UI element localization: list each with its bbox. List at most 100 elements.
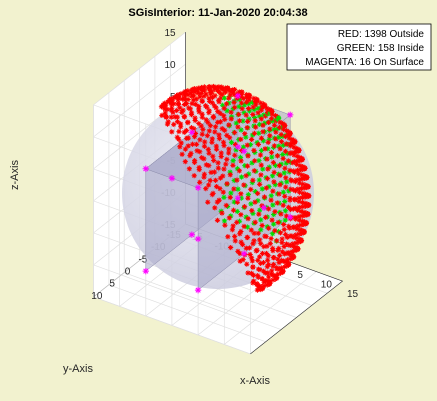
outside-point xyxy=(189,141,196,147)
outside-point xyxy=(249,136,255,143)
inside-point xyxy=(260,166,266,172)
outside-point xyxy=(211,157,217,164)
outside-point xyxy=(282,193,288,199)
on-surface-point xyxy=(188,129,196,136)
outside-point xyxy=(235,124,241,130)
outside-point xyxy=(221,113,227,119)
outside-point xyxy=(291,144,297,150)
inside-point xyxy=(246,101,252,107)
outside-point xyxy=(271,169,277,175)
inside-point xyxy=(238,127,244,133)
inside-point xyxy=(238,195,244,201)
outside-point xyxy=(290,253,296,259)
outside-point xyxy=(230,207,237,213)
outside-point xyxy=(253,124,259,130)
outside-point xyxy=(287,150,293,156)
outside-point xyxy=(262,146,268,152)
outside-point xyxy=(249,258,255,264)
inside-point xyxy=(280,151,286,158)
inside-point xyxy=(271,221,277,227)
outside-point xyxy=(258,100,264,106)
outside-point xyxy=(277,182,283,188)
outside-point xyxy=(205,146,211,152)
outside-point xyxy=(175,97,181,103)
outside-point xyxy=(175,92,181,98)
outside-point xyxy=(269,268,275,274)
outside-point xyxy=(185,143,191,149)
outside-point xyxy=(178,140,184,146)
z-tick-label: 15 xyxy=(164,28,176,39)
outside-point xyxy=(244,234,250,241)
outside-point xyxy=(165,119,171,125)
outside-point xyxy=(193,101,199,107)
outside-point xyxy=(229,87,235,94)
outside-point xyxy=(171,121,177,128)
inside-point xyxy=(256,130,262,136)
outside-point xyxy=(162,110,168,116)
outside-point xyxy=(281,221,287,228)
outside-point xyxy=(228,109,234,115)
inside-point xyxy=(221,218,228,224)
outside-point xyxy=(238,212,244,218)
outside-point xyxy=(206,163,212,169)
outside-point xyxy=(297,163,303,169)
outside-point xyxy=(300,204,306,210)
outside-point xyxy=(265,270,271,276)
outside-point xyxy=(280,268,286,274)
outside-point xyxy=(211,169,217,175)
outside-point xyxy=(222,222,228,228)
outside-point xyxy=(286,223,292,229)
inside-point xyxy=(247,142,254,148)
outside-point xyxy=(283,175,289,181)
outside-point xyxy=(251,95,257,102)
inside-point xyxy=(282,198,288,205)
outside-point xyxy=(268,271,275,277)
outside-point xyxy=(271,143,278,149)
inside-point xyxy=(236,104,242,110)
outside-point xyxy=(209,89,215,95)
outside-point xyxy=(297,176,303,182)
outside-point xyxy=(286,225,292,231)
outside-point xyxy=(227,135,233,141)
z-tick-label: 10 xyxy=(164,60,176,71)
inside-point xyxy=(249,99,256,106)
outside-point xyxy=(269,111,275,117)
outside-point xyxy=(164,121,171,127)
outside-point xyxy=(290,243,297,249)
inside-point xyxy=(281,170,287,176)
outside-point xyxy=(246,245,253,251)
inside-point xyxy=(237,154,244,161)
outside-point xyxy=(219,126,225,132)
outside-point xyxy=(254,97,260,103)
inside-point xyxy=(249,180,255,186)
outside-point xyxy=(283,250,289,256)
outside-point xyxy=(234,199,241,205)
outside-point xyxy=(286,135,292,141)
outside-point xyxy=(191,93,197,99)
outside-point xyxy=(290,241,296,247)
outside-point xyxy=(246,92,252,98)
inside-point xyxy=(240,118,246,124)
outside-point xyxy=(252,118,258,124)
outside-point xyxy=(231,99,237,105)
inside-point xyxy=(260,138,267,144)
outside-point xyxy=(285,260,291,267)
outside-point xyxy=(236,168,242,174)
outside-point xyxy=(275,256,281,262)
outside-point xyxy=(220,139,227,145)
outside-point xyxy=(279,249,285,255)
outside-point xyxy=(161,105,168,111)
y-tick-label: 0 xyxy=(125,267,131,278)
outside-point xyxy=(290,225,296,231)
outside-point xyxy=(292,197,298,203)
on-surface-point xyxy=(234,92,242,100)
inside-point xyxy=(245,192,251,198)
outside-point xyxy=(196,103,202,109)
inside-point xyxy=(282,208,289,214)
outside-point xyxy=(301,173,307,179)
outside-point xyxy=(162,100,168,106)
outside-point xyxy=(272,228,278,234)
outside-point xyxy=(282,231,289,238)
outside-point xyxy=(220,173,226,179)
outside-point xyxy=(213,146,220,152)
